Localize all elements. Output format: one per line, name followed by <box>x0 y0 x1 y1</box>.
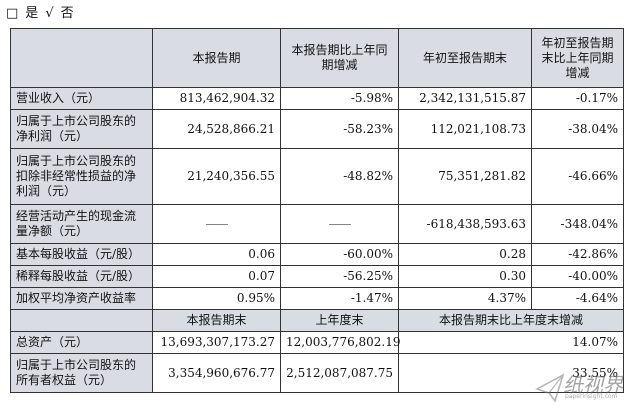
header-blank <box>10 28 153 88</box>
paper-plane-icon <box>535 373 565 403</box>
cell-value: 0.06 <box>152 243 281 266</box>
header-current-period: 本报告期 <box>152 28 281 88</box>
table-row: 归属于上市公司股东的扣除非经常性损益的净利润（元） 21,240,356.55 … <box>10 148 624 205</box>
cell-value: -348.04% <box>531 204 624 244</box>
cell-value: 0.95% <box>152 287 281 310</box>
cell-value: 12,003,776,802.19 <box>280 331 401 354</box>
table-row: 总资产（元） 13,693,307,173.27 12,003,776,802.… <box>10 331 624 354</box>
table-row: 基本每股收益（元/股） 0.06 -60.00% 0.28 -42.86% <box>10 243 624 266</box>
cell-value: 14.07% <box>398 331 624 354</box>
cell-value: -58.23% <box>280 109 399 149</box>
cell-value: -46.66% <box>531 148 624 205</box>
financial-data-table: 本报告期 本报告期比上年同期增减 年初至报告期末 年初至报告期末比上年同期增减 … <box>10 28 624 393</box>
table-row: 归属于上市公司股东的净利润（元） 24,528,866.21 -58.23% 1… <box>10 109 624 149</box>
watermark-subtext: paperinsight.com <box>565 393 618 400</box>
cell-value: 813,462,904.32 <box>152 87 281 110</box>
header-ytd-change: 年初至报告期末比上年同期增减 <box>531 28 624 88</box>
subheader-blank <box>10 309 153 332</box>
watermark-text: 纸视界 <box>563 373 623 397</box>
header-period-end-change: 本报告期末比上年度末增减 <box>398 309 624 332</box>
cell-value: 21,240,356.55 <box>152 148 281 205</box>
cell-value: 2,512,087,087.75 <box>280 353 399 393</box>
check-mark: √ <box>45 6 55 21</box>
table-row: 稀释每股收益（元/股） 0.07 -56.25% 0.30 -40.00% <box>10 265 624 288</box>
cell-value: —— <box>280 204 399 244</box>
table-row: 营业收入（元） 813,462,904.32 -5.98% 2,342,131,… <box>10 87 624 110</box>
header-ytd: 年初至报告期末 <box>398 28 532 88</box>
table-row: 归属于上市公司股东的所有者权益（元） 3,354,960,676.77 2,51… <box>10 353 624 393</box>
table-subheader-row: 本报告期末 上年度末 本报告期末比上年度末增减 <box>10 309 624 332</box>
row-label: 经营活动产生的现金流量净额（元） <box>10 204 153 244</box>
cell-value: 24,528,866.21 <box>152 109 281 149</box>
row-label: 归属于上市公司股东的扣除非经常性损益的净利润（元） <box>10 148 153 205</box>
cell-value: 0.07 <box>152 265 281 288</box>
cell-value: —— <box>152 204 281 244</box>
watermark-logo: 纸视界 paperinsight.com <box>535 369 625 409</box>
cell-value: 3,354,960,676.77 <box>152 353 281 393</box>
yes-no-options: □ 是 √ 否 <box>6 2 81 21</box>
row-label: 归属于上市公司股东的净利润（元） <box>10 109 153 149</box>
row-label: 基本每股收益（元/股） <box>10 243 153 266</box>
row-label: 归属于上市公司股东的所有者权益（元） <box>10 353 153 393</box>
row-label: 加权平均净资产收益率 <box>10 287 153 310</box>
cell-value: -1.47% <box>280 287 399 310</box>
cell-value: 4.37% <box>398 287 532 310</box>
cell-value: 2,342,131,515.87 <box>398 87 532 110</box>
header-prior-year-end: 上年度末 <box>280 309 399 332</box>
row-label: 稀释每股收益（元/股） <box>10 265 153 288</box>
cell-value: 112,021,108.73 <box>398 109 532 149</box>
cell-value: -42.86% <box>531 243 624 266</box>
option-yes: 是 <box>25 6 40 21</box>
cell-value: 0.30 <box>398 265 532 288</box>
table-row: 经营活动产生的现金流量净额（元） —— —— -618,438,593.63 -… <box>10 204 624 244</box>
cell-value: 75,351,281.82 <box>398 148 532 205</box>
row-label: 总资产（元） <box>10 331 153 354</box>
table-row: 加权平均净资产收益率 0.95% -1.47% 4.37% -4.64% <box>10 287 624 310</box>
row-label: 营业收入（元） <box>10 87 153 110</box>
header-current-period-change: 本报告期比上年同期增减 <box>280 28 399 88</box>
cell-value: -618,438,593.63 <box>398 204 532 244</box>
cell-value: -38.04% <box>531 109 624 149</box>
option-no: 否 <box>60 6 75 21</box>
cell-value: -4.64% <box>531 287 624 310</box>
cell-value: -0.17% <box>531 87 624 110</box>
checkbox-symbol: □ <box>6 6 20 21</box>
cell-value: -5.98% <box>280 87 399 110</box>
cell-value: -56.25% <box>280 265 399 288</box>
cell-value: -40.00% <box>531 265 624 288</box>
cell-value: -60.00% <box>280 243 399 266</box>
cell-value: 33.55% <box>398 353 624 393</box>
header-period-end: 本报告期末 <box>152 309 281 332</box>
table-header-row: 本报告期 本报告期比上年同期增减 年初至报告期末 年初至报告期末比上年同期增减 <box>10 28 624 88</box>
cell-value: 13,693,307,173.27 <box>152 331 281 354</box>
cell-value: 0.28 <box>398 243 532 266</box>
cell-value: -48.82% <box>280 148 399 205</box>
